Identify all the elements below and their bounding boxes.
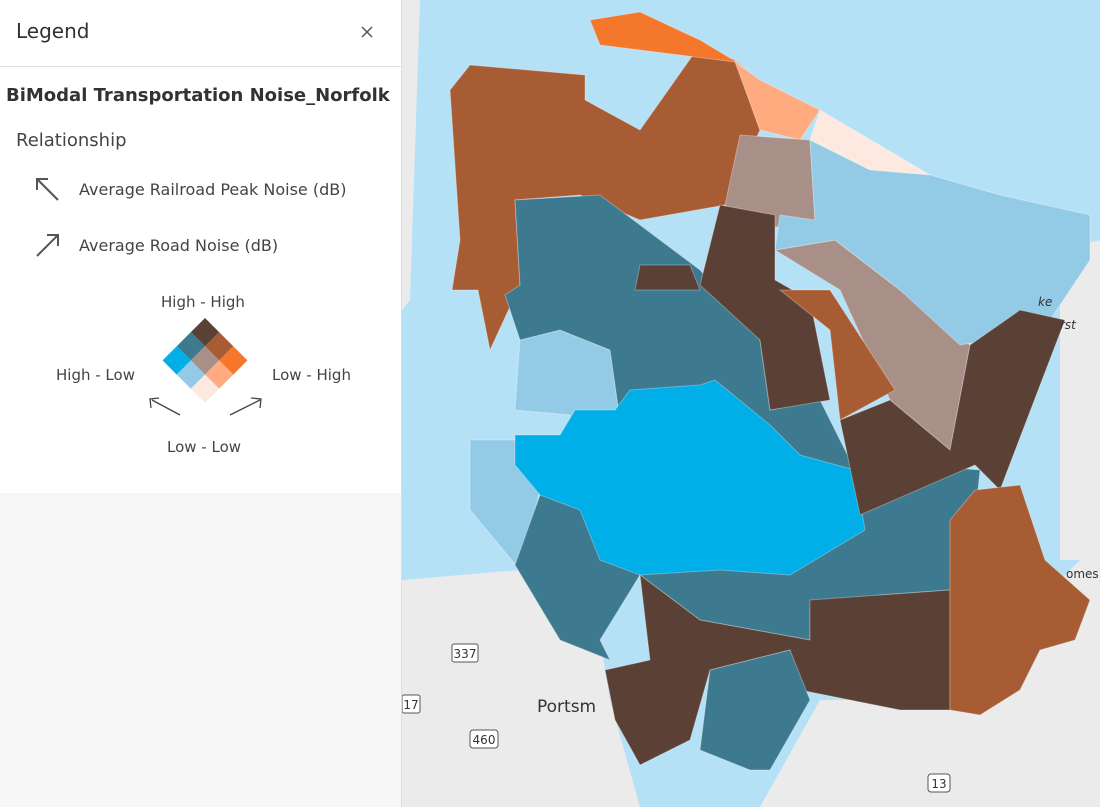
road-label: 460 [473,733,496,747]
road-label: 13 [931,777,946,791]
legend-title: Legend [16,19,90,43]
place-label: omes [1066,567,1099,581]
districts [449,11,1091,771]
water-label: rst [1060,318,1077,332]
legend-item: Average Road Noise (dB) [79,236,279,255]
map[interactable]: Portsm 337 17 460 13 omes ke rst [402,0,1100,807]
legend-content: Legend BiModal Transportation Noise_Norf… [0,0,401,493]
place-label: Portsm [537,697,596,717]
corner-label: Low - Low [167,438,242,456]
water-label: ke [1038,295,1052,309]
layer-title: BiModal Transportation Noise_Norfolk [6,85,390,106]
divider [0,66,401,67]
close-button[interactable] [360,25,374,39]
road-shields [402,643,951,793]
arrow-icon [36,178,59,201]
legend-panel: Legend BiModal Transportation Noise_Norf… [0,0,402,807]
legend-item: Average Railroad Peak Noise (dB) [79,180,347,199]
arrow-icon [36,234,59,257]
corner-label: High - Low [56,366,135,384]
land [402,0,1100,807]
road-label: 337 [454,647,477,661]
relationship-label: Relationship [16,130,127,151]
bivariate-legend [149,318,262,416]
corner-label: Low - High [272,366,351,384]
road-label: 17 [403,698,418,712]
corner-label: High - High [161,293,245,311]
